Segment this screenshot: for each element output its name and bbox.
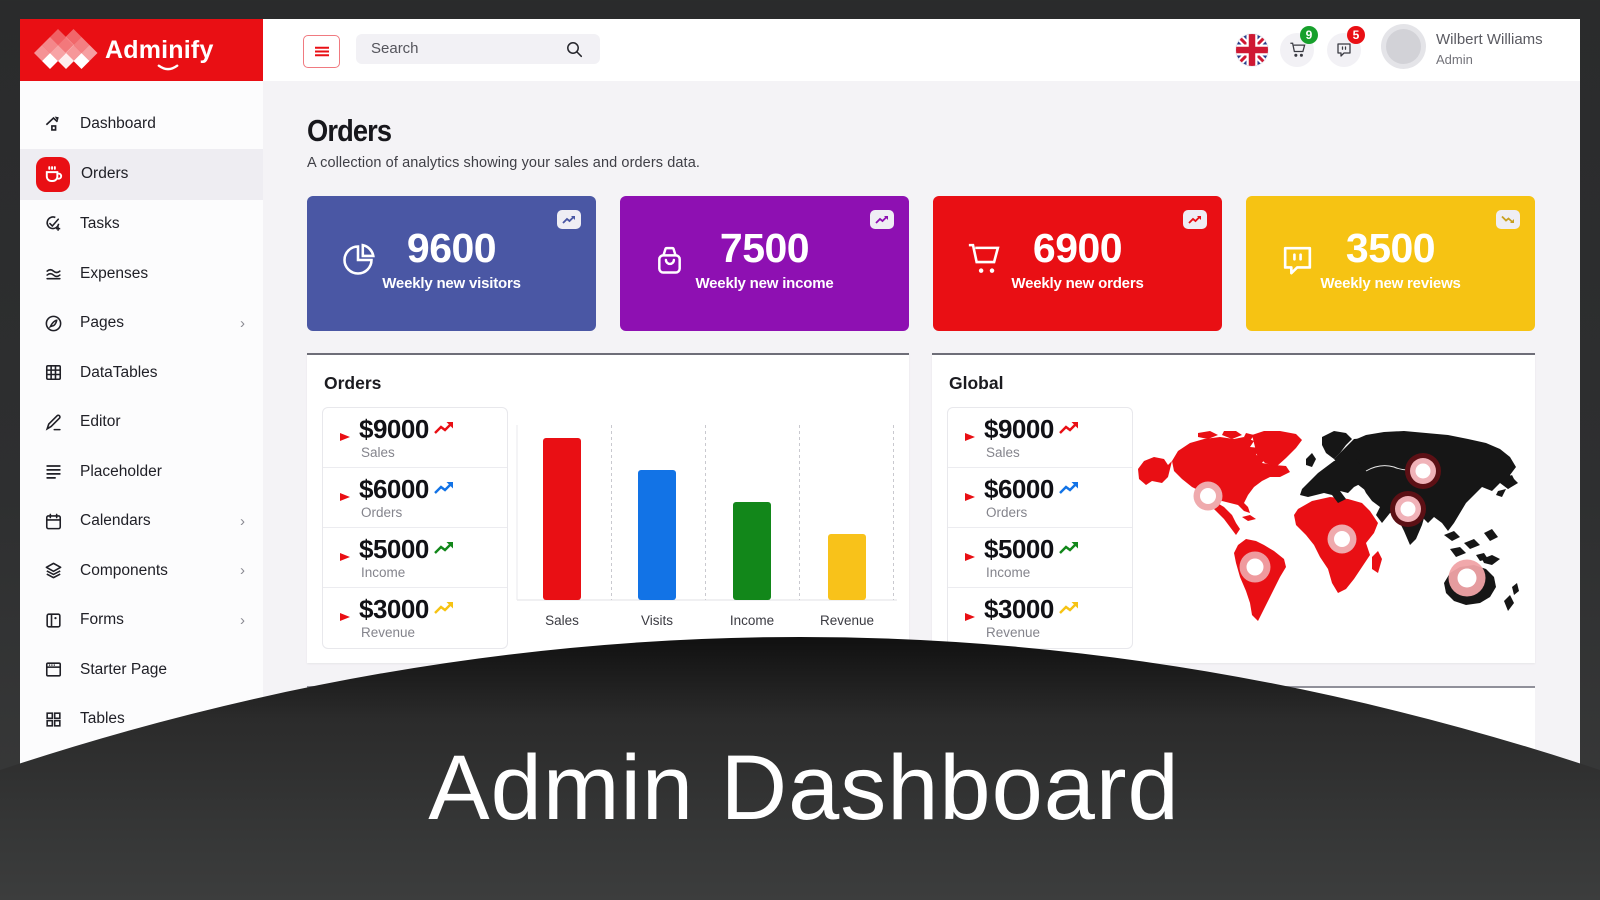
svg-text:Revenue: Revenue bbox=[820, 613, 874, 628]
svg-text:Visits: Visits bbox=[641, 613, 673, 628]
svg-text:Income: Income bbox=[730, 613, 774, 628]
svg-text:Sales: Sales bbox=[545, 613, 579, 628]
